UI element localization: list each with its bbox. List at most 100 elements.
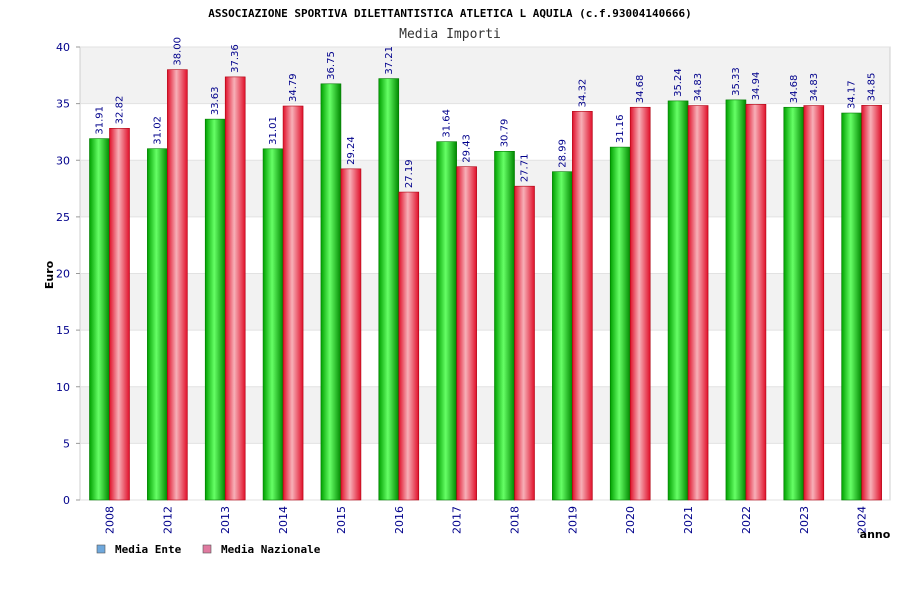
value-label: 34.17 (847, 80, 858, 109)
value-label: 33.63 (210, 86, 221, 115)
x-tick-label: 2022 (740, 506, 753, 534)
bar-media-ente (667, 100, 689, 501)
value-label: 34.79 (288, 73, 299, 102)
value-label: 34.83 (693, 73, 704, 102)
value-label: 34.32 (577, 79, 588, 108)
bar-media-ente (725, 99, 747, 501)
bar-media-nazionale (282, 105, 304, 501)
bar-media-ente (494, 151, 515, 501)
plot-band (80, 216, 890, 274)
x-tick-label: 2021 (682, 506, 695, 534)
value-label: 34.85 (867, 73, 878, 102)
value-label: 27.71 (520, 154, 531, 183)
plot-band (80, 330, 890, 387)
x-tick-label: 2018 (509, 506, 522, 534)
value-label: 28.99 (557, 139, 568, 168)
bar-media-ente (147, 148, 168, 501)
y-axis-label: Euro (43, 260, 56, 289)
value-label: 38.00 (172, 37, 183, 66)
bar-media-ente (436, 141, 457, 501)
legend-swatch (96, 544, 106, 554)
plot-band (80, 273, 890, 331)
value-label: 34.68 (789, 75, 800, 104)
plot-band (80, 443, 890, 500)
value-label: 34.94 (751, 72, 762, 101)
value-labels: 31.91 32.82 31.02 38.00 33.63 37.36 31.01 34.79… (95, 37, 878, 188)
value-label: 37.36 (230, 44, 241, 73)
value-label: 35.33 (731, 67, 742, 96)
value-label: 31.64 (442, 109, 453, 138)
bar-media-nazionale (629, 106, 651, 501)
bar-media-nazionale (687, 105, 709, 501)
bar-media-ente (552, 171, 573, 501)
value-label: 32.82 (115, 96, 126, 125)
legend-swatch (202, 544, 212, 554)
bar-media-nazionale (572, 111, 593, 501)
chart-title: ASSOCIAZIONE SPORTIVA DILETTANTISTICA AT… (208, 7, 691, 20)
value-label: 29.43 (462, 134, 473, 163)
bar-media-nazionale (861, 105, 882, 501)
value-label: 31.02 (152, 116, 163, 145)
plot-band (80, 386, 890, 444)
bar-media-nazionale (803, 105, 825, 501)
bar-media-nazionale (224, 76, 246, 501)
y-tick-label: 35 (56, 98, 70, 111)
legend-entry: Media Nazionale (221, 543, 321, 556)
value-label: 29.24 (346, 136, 357, 165)
chart-subtitle: Media Importi (399, 27, 501, 42)
value-label: 34.68 (635, 75, 646, 104)
x-tick-label: 2012 (161, 506, 174, 534)
y-tick-label: 15 (56, 324, 70, 337)
y-tick-label: 0 (63, 494, 70, 507)
bar-media-nazionale (340, 168, 362, 501)
bar-media-ente (378, 78, 400, 501)
y-tick-label: 10 (56, 381, 70, 394)
y-tick-label: 25 (56, 211, 70, 224)
x-tick-label: 2024 (856, 506, 869, 534)
value-label: 34.83 (809, 73, 820, 102)
x-tick-label: 2015 (335, 506, 348, 534)
x-tick-label: 2008 (104, 506, 117, 534)
x-tick-label: 2017 (451, 506, 464, 534)
value-label: 30.79 (500, 119, 511, 148)
plot-band (80, 47, 890, 104)
y-tick-label: 20 (56, 268, 70, 281)
legend: Media Ente Media Nazionale (96, 543, 321, 556)
bar-media-nazionale (398, 191, 420, 501)
legend-entry: Media Ente (115, 543, 182, 556)
plot-band (80, 160, 890, 217)
value-label: 36.75 (326, 51, 337, 80)
x-tick-label: 2013 (219, 506, 232, 534)
bar-media-nazionale (167, 69, 188, 501)
y-tick-label: 30 (56, 154, 70, 167)
x-tick-label: 2019 (566, 506, 579, 534)
bar-media-ente (609, 146, 631, 501)
value-label: 37.21 (384, 46, 395, 75)
value-label: 27.19 (404, 159, 415, 188)
bar-media-ente (262, 148, 284, 501)
bar-media-nazionale (456, 166, 477, 501)
value-label: 31.16 (615, 114, 626, 143)
bar-media-nazionale (109, 128, 130, 501)
y-axis-ticks: 0 5 10 15 20 25 30 35 40 (56, 41, 80, 507)
value-label: 31.01 (268, 116, 279, 145)
x-tick-label: 2023 (798, 506, 811, 534)
x-tick-label: 2016 (393, 506, 406, 534)
value-label: 35.24 (673, 68, 684, 97)
value-label: 31.91 (95, 106, 106, 135)
x-axis-label: anno (860, 528, 891, 541)
bars (89, 69, 882, 501)
y-tick-label: 40 (56, 41, 70, 54)
bar-media-ente (204, 118, 226, 501)
bar-media-ente (320, 83, 342, 501)
x-tick-label: 2014 (277, 506, 290, 534)
x-tick-label: 2020 (624, 506, 637, 534)
bar-media-ente (841, 112, 862, 501)
y-tick-label: 5 (63, 437, 70, 450)
x-axis-ticks: 2008 2012 2013 2014 2015 2016 2017 2018 2019 2020… (104, 506, 869, 534)
bar-media-ente (89, 138, 110, 501)
bar-media-ente (783, 106, 805, 501)
bar-media-nazionale (514, 185, 535, 501)
plot-band (80, 103, 890, 161)
